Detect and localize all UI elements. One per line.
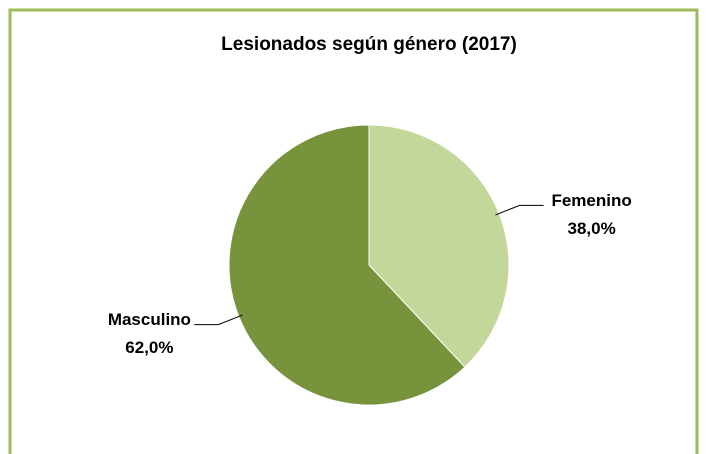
slice-value-label: 38,0% — [568, 219, 616, 238]
slice-label: Masculino — [108, 310, 191, 329]
leader-line — [194, 314, 243, 326]
slice-label: Femenino — [551, 191, 631, 210]
leader-line — [495, 204, 544, 216]
slice-value-label: 62,0% — [125, 338, 173, 357]
chart-title: Lesionados según género (2017) — [221, 34, 517, 55]
